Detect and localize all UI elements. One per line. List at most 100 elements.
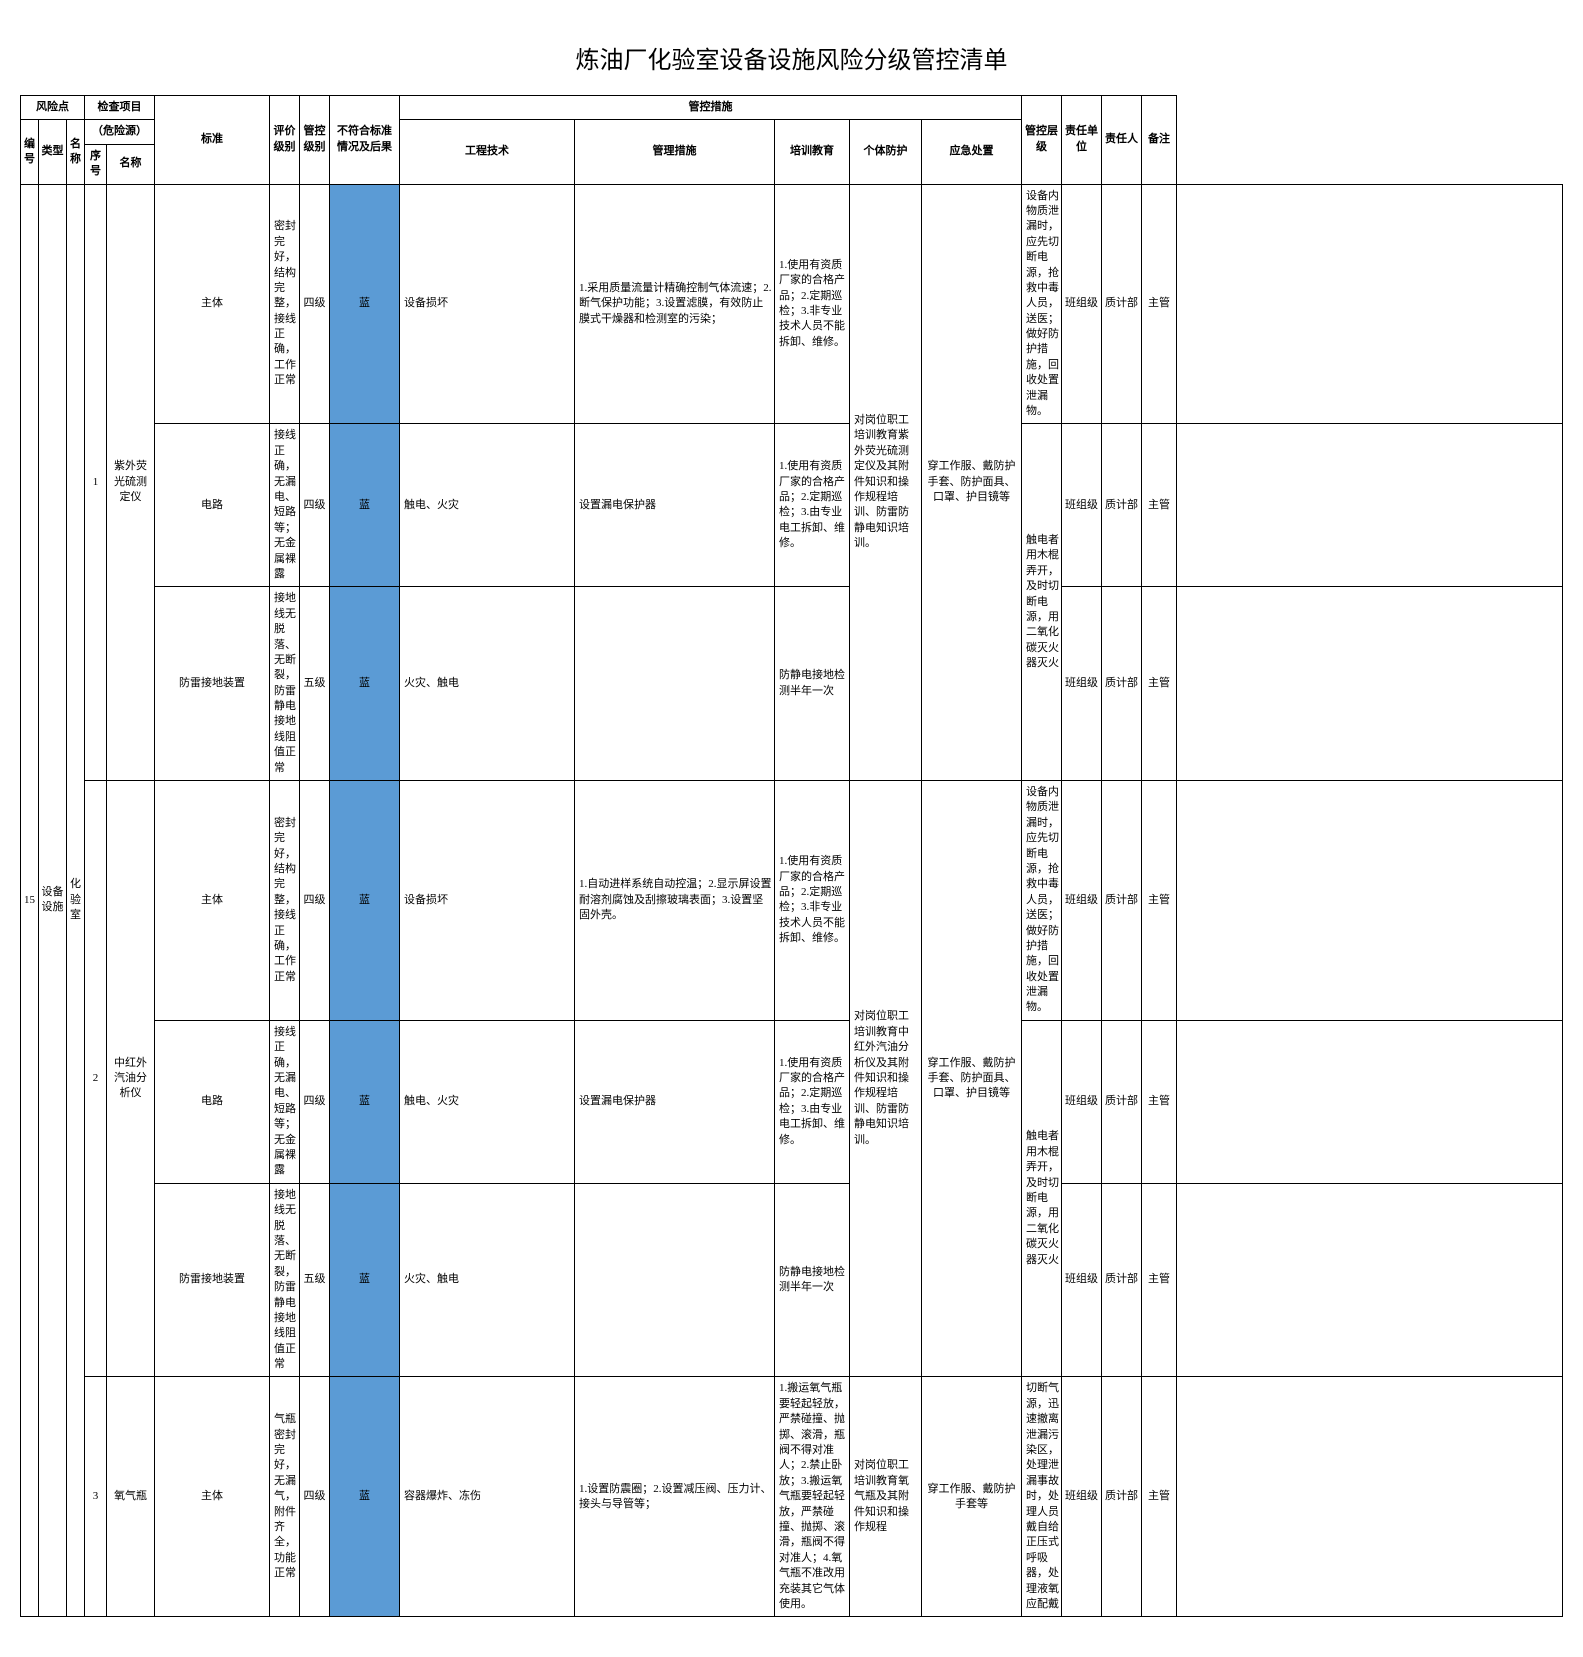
header-type: 类型 xyxy=(39,120,67,184)
cell-eval: 四级 xyxy=(300,1377,330,1617)
cell-eng: 设置漏电保护器 xyxy=(575,424,775,587)
cell-dept: 质计部 xyxy=(1102,424,1142,587)
cell-nonconf: 火灾、触电 xyxy=(400,587,575,781)
header-ctrl-level: 管控级别 xyxy=(300,96,330,185)
header-nonconform: 不符合标准情况及后果 xyxy=(330,96,400,185)
cell-dept: 质计部 xyxy=(1102,1377,1142,1617)
header-ctrl-measures: 管控措施 xyxy=(400,96,1022,120)
cell-standard: 接地线无脱落、无断裂，防雷静电接地线阻值正常 xyxy=(270,587,300,781)
cell-nonconf: 容器爆炸、冻伤 xyxy=(400,1377,575,1617)
cell-tier: 班组级 xyxy=(1062,587,1102,781)
cell-hazname: 防雷接地装置 xyxy=(155,587,270,781)
cell-ppe: 穿工作服、戴防护手套、防护面具、口罩、护目镜等 xyxy=(922,781,1022,1377)
cell-remark xyxy=(1177,1183,1563,1377)
cell-ctrl: 蓝 xyxy=(330,1183,400,1377)
cell-equip: 氧气瓶 xyxy=(107,1377,155,1617)
header-seq: 序号 xyxy=(85,144,107,184)
cell-person: 主管 xyxy=(1142,184,1177,424)
header-hazname: 名称 xyxy=(107,144,155,184)
cell-equip: 中红外汽油分析仪 xyxy=(107,781,155,1377)
cell-nonconf: 设备损坏 xyxy=(400,184,575,424)
cell-remark xyxy=(1177,587,1563,781)
header-row-1: 风险点 检查项目 标准 评价级别 管控级别 不符合标准情况及后果 管控措施 管控… xyxy=(21,96,1563,120)
cell-eng xyxy=(575,1183,775,1377)
cell-remark xyxy=(1177,1020,1563,1183)
cell-hazname: 主体 xyxy=(155,184,270,424)
cell-remark xyxy=(1177,424,1563,587)
cell-tier: 班组级 xyxy=(1062,424,1102,587)
header-train: 培训教育 xyxy=(775,120,850,184)
header-ctrl-tier: 管控层级 xyxy=(1022,96,1062,185)
cell-nonconf: 火灾、触电 xyxy=(400,1183,575,1377)
cell-person: 主管 xyxy=(1142,1377,1177,1617)
cell-eval: 四级 xyxy=(300,1020,330,1183)
header-eng: 工程技术 xyxy=(400,120,575,184)
table-row: 15设备设施化验室1紫外荧光硫测定仪主体密封完好，结构完整，接线正确，工作正常四… xyxy=(21,184,1563,424)
cell-nonconf: 设备损坏 xyxy=(400,781,575,1021)
cell-tier: 班组级 xyxy=(1062,1020,1102,1183)
cell-equip: 紫外荧光硫测定仪 xyxy=(107,184,155,780)
cell-standard: 接线正确，无漏电、短路等；无金属裸露 xyxy=(270,424,300,587)
risk-table: 风险点 检查项目 标准 评价级别 管控级别 不符合标准情况及后果 管控措施 管控… xyxy=(20,95,1563,1617)
header-name: 名称 xyxy=(67,120,85,184)
cell-dept: 质计部 xyxy=(1102,781,1142,1021)
cell-remark xyxy=(1177,184,1563,424)
cell-eng: 设置漏电保护器 xyxy=(575,1020,775,1183)
cell-dept: 质计部 xyxy=(1102,1020,1142,1183)
cell-eng xyxy=(575,587,775,781)
cell-hazname: 防雷接地装置 xyxy=(155,1183,270,1377)
header-remark: 备注 xyxy=(1142,96,1177,185)
cell-tier: 班组级 xyxy=(1062,1183,1102,1377)
cell-dept: 质计部 xyxy=(1102,587,1142,781)
header-emerg: 应急处置 xyxy=(922,120,1022,184)
header-resp-person: 责任人 xyxy=(1102,96,1142,185)
cell-nonconf: 触电、火灾 xyxy=(400,1020,575,1183)
cell-eval: 五级 xyxy=(300,587,330,781)
cell-eng: 1.自动进样系统自动控温；2.显示屏设置耐溶剂腐蚀及刮擦玻璃表面；3.设置坚固外… xyxy=(575,781,775,1021)
cell-emerg: 设备内物质泄漏时，应先切断电源，抢救中毒人员，送医；做好防护措施，回收处置泄漏物… xyxy=(1022,781,1062,1021)
cell-standard: 密封完好，结构完整，接线正确，工作正常 xyxy=(270,781,300,1021)
cell-tier: 班组级 xyxy=(1062,1377,1102,1617)
cell-mgmt: 防静电接地检测半年一次 xyxy=(775,587,850,781)
cell-hazname: 电路 xyxy=(155,1020,270,1183)
page-title: 炼油厂化验室设备设施风险分级管控清单 xyxy=(20,40,1563,75)
cell-seq: 1 xyxy=(85,184,107,780)
cell-hazname: 主体 xyxy=(155,1377,270,1617)
cell-person: 主管 xyxy=(1142,1183,1177,1377)
cell-dept: 质计部 xyxy=(1102,1183,1142,1377)
cell-mgmt: 1.使用有资质厂家的合格产品；2.定期巡检；3.非专业技术人员不能拆卸、维修。 xyxy=(775,781,850,1021)
cell-standard: 接地线无脱落、无断裂，防雷静电接地线阻值正常 xyxy=(270,1183,300,1377)
cell-nonconf: 触电、火灾 xyxy=(400,424,575,587)
cell-mgmt: 防静电接地检测半年一次 xyxy=(775,1183,850,1377)
cell-emerg: 触电者用木棍弄开，及时切断电源，用二氧化碳灭火器灭火 xyxy=(1022,1020,1062,1377)
table-row: 电路接线正确，无漏电、短路等；无金属裸露四级蓝触电、火灾设置漏电保护器1.使用有… xyxy=(21,424,1563,587)
cell-name: 化验室 xyxy=(67,184,85,1617)
header-ppe: 个体防护 xyxy=(850,120,922,184)
cell-remark xyxy=(1177,781,1563,1021)
cell-ctrl: 蓝 xyxy=(330,184,400,424)
table-row: 3氧气瓶主体气瓶密封完好，无漏气，附件齐全，功能正常四级蓝容器爆炸、冻伤1.设置… xyxy=(21,1377,1563,1617)
header-mgmt: 管理措施 xyxy=(575,120,775,184)
cell-person: 主管 xyxy=(1142,1020,1177,1183)
cell-mgmt: 1.使用有资质厂家的合格产品；2.定期巡检；3.非专业技术人员不能拆卸、维修。 xyxy=(775,184,850,424)
cell-person: 主管 xyxy=(1142,587,1177,781)
table-row: 电路接线正确，无漏电、短路等；无金属裸露四级蓝触电、火灾设置漏电保护器1.使用有… xyxy=(21,1020,1563,1183)
cell-eval: 四级 xyxy=(300,424,330,587)
cell-mgmt: 1.使用有资质厂家的合格产品；2.定期巡检；3.由专业电工拆卸、维修。 xyxy=(775,1020,850,1183)
cell-eval: 五级 xyxy=(300,1183,330,1377)
table-row: 2中红外汽油分析仪主体密封完好，结构完整，接线正确，工作正常四级蓝设备损坏1.自… xyxy=(21,781,1563,1021)
cell-ctrl: 蓝 xyxy=(330,1020,400,1183)
cell-ctrl: 蓝 xyxy=(330,1377,400,1617)
cell-tier: 班组级 xyxy=(1062,781,1102,1021)
cell-person: 主管 xyxy=(1142,424,1177,587)
cell-train: 对岗位职工培训教育紫外荧光硫测定仪及其附件知识和操作规程培训、防雷防静电知识培训… xyxy=(850,184,922,780)
cell-emerg: 触电者用木棍弄开，及时切断电源，用二氧化碳灭火器灭火 xyxy=(1022,424,1062,781)
cell-standard: 密封完好，结构完整，接线正确，工作正常 xyxy=(270,184,300,424)
cell-standard: 接线正确，无漏电、短路等；无金属裸露 xyxy=(270,1020,300,1183)
table-row: 防雷接地装置接地线无脱落、无断裂，防雷静电接地线阻值正常五级蓝火灾、触电 防静电接… xyxy=(21,1183,1563,1377)
table-row: 防雷接地装置接地线无脱落、无断裂，防雷静电接地线阻值正常五级蓝火灾、触电防静电接… xyxy=(21,587,1563,781)
cell-emerg: 设备内物质泄漏时，应先切断电源，抢救中毒人员，送医；做好防护措施，回收处置泄漏物… xyxy=(1022,184,1062,424)
cell-eng: 1.采用质量流量计精确控制气体流速；2.断气保护功能；3.设置滤膜，有效防止膜式… xyxy=(575,184,775,424)
cell-type: 设备设施 xyxy=(39,184,67,1617)
cell-mgmt: 1.使用有资质厂家的合格产品；2.定期巡检；3.由专业电工拆卸、维修。 xyxy=(775,424,850,587)
